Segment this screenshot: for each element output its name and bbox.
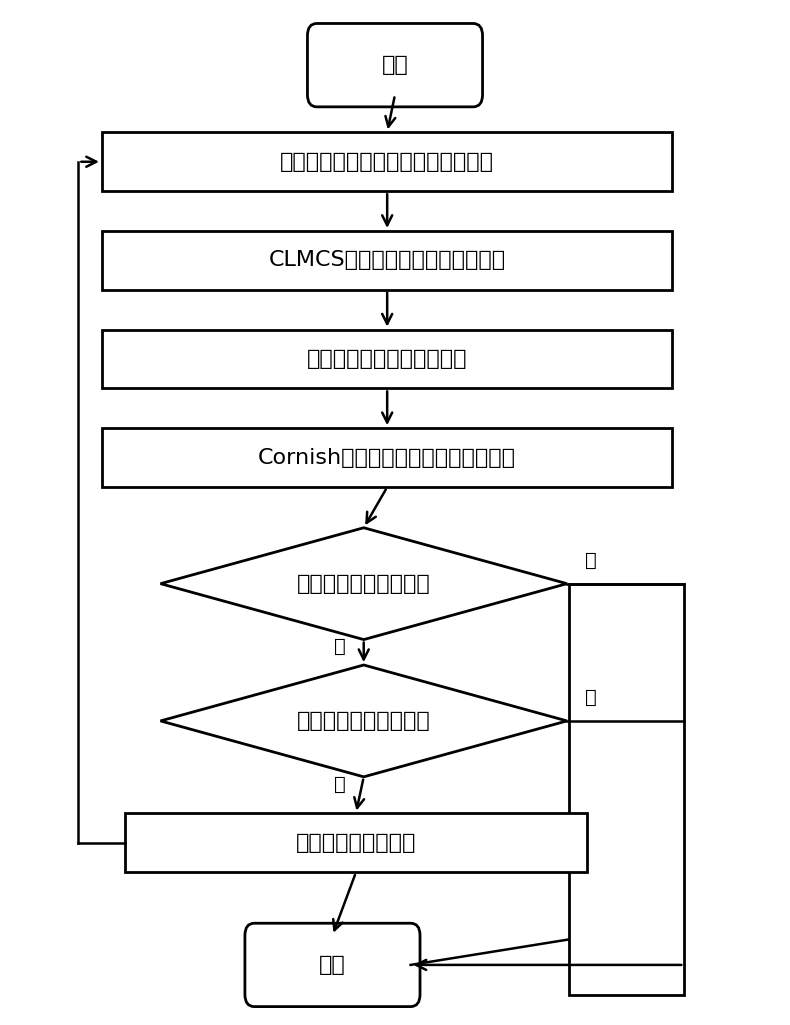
Bar: [102, 132, 672, 192]
Bar: [102, 231, 672, 290]
Text: Cornish级数拟合状态变量的分位函数: Cornish级数拟合状态变量的分位函数: [258, 448, 516, 467]
Bar: [102, 329, 672, 388]
Text: 调整机会约束上下界: 调整机会约束上下界: [295, 833, 416, 853]
Text: CLMCS方法计算状态变量概率分布: CLMCS方法计算状态变量概率分布: [269, 250, 506, 271]
Polygon shape: [160, 528, 567, 640]
Bar: [126, 814, 586, 872]
Text: 计算状态变量各阶半不变量: 计算状态变量各阶半不变量: [307, 348, 468, 369]
Text: 是: 是: [585, 550, 596, 570]
Bar: [102, 428, 672, 487]
Text: 输入: 输入: [382, 55, 408, 75]
Text: 是: 是: [585, 688, 596, 707]
FancyBboxPatch shape: [307, 24, 483, 107]
Polygon shape: [160, 665, 567, 777]
Text: 输出: 输出: [319, 955, 346, 975]
Text: 原对偶内点法求解确定性最优能量流: 原对偶内点法求解确定性最优能量流: [280, 152, 495, 172]
Text: 是否满足机会约束限制: 是否满足机会约束限制: [297, 574, 431, 593]
FancyBboxPatch shape: [245, 924, 420, 1007]
Bar: [569, 583, 684, 995]
Text: 否: 否: [334, 775, 346, 793]
Text: 否: 否: [334, 638, 346, 656]
Text: 是否达到迭代次数上限: 是否达到迭代次数上限: [297, 711, 431, 731]
